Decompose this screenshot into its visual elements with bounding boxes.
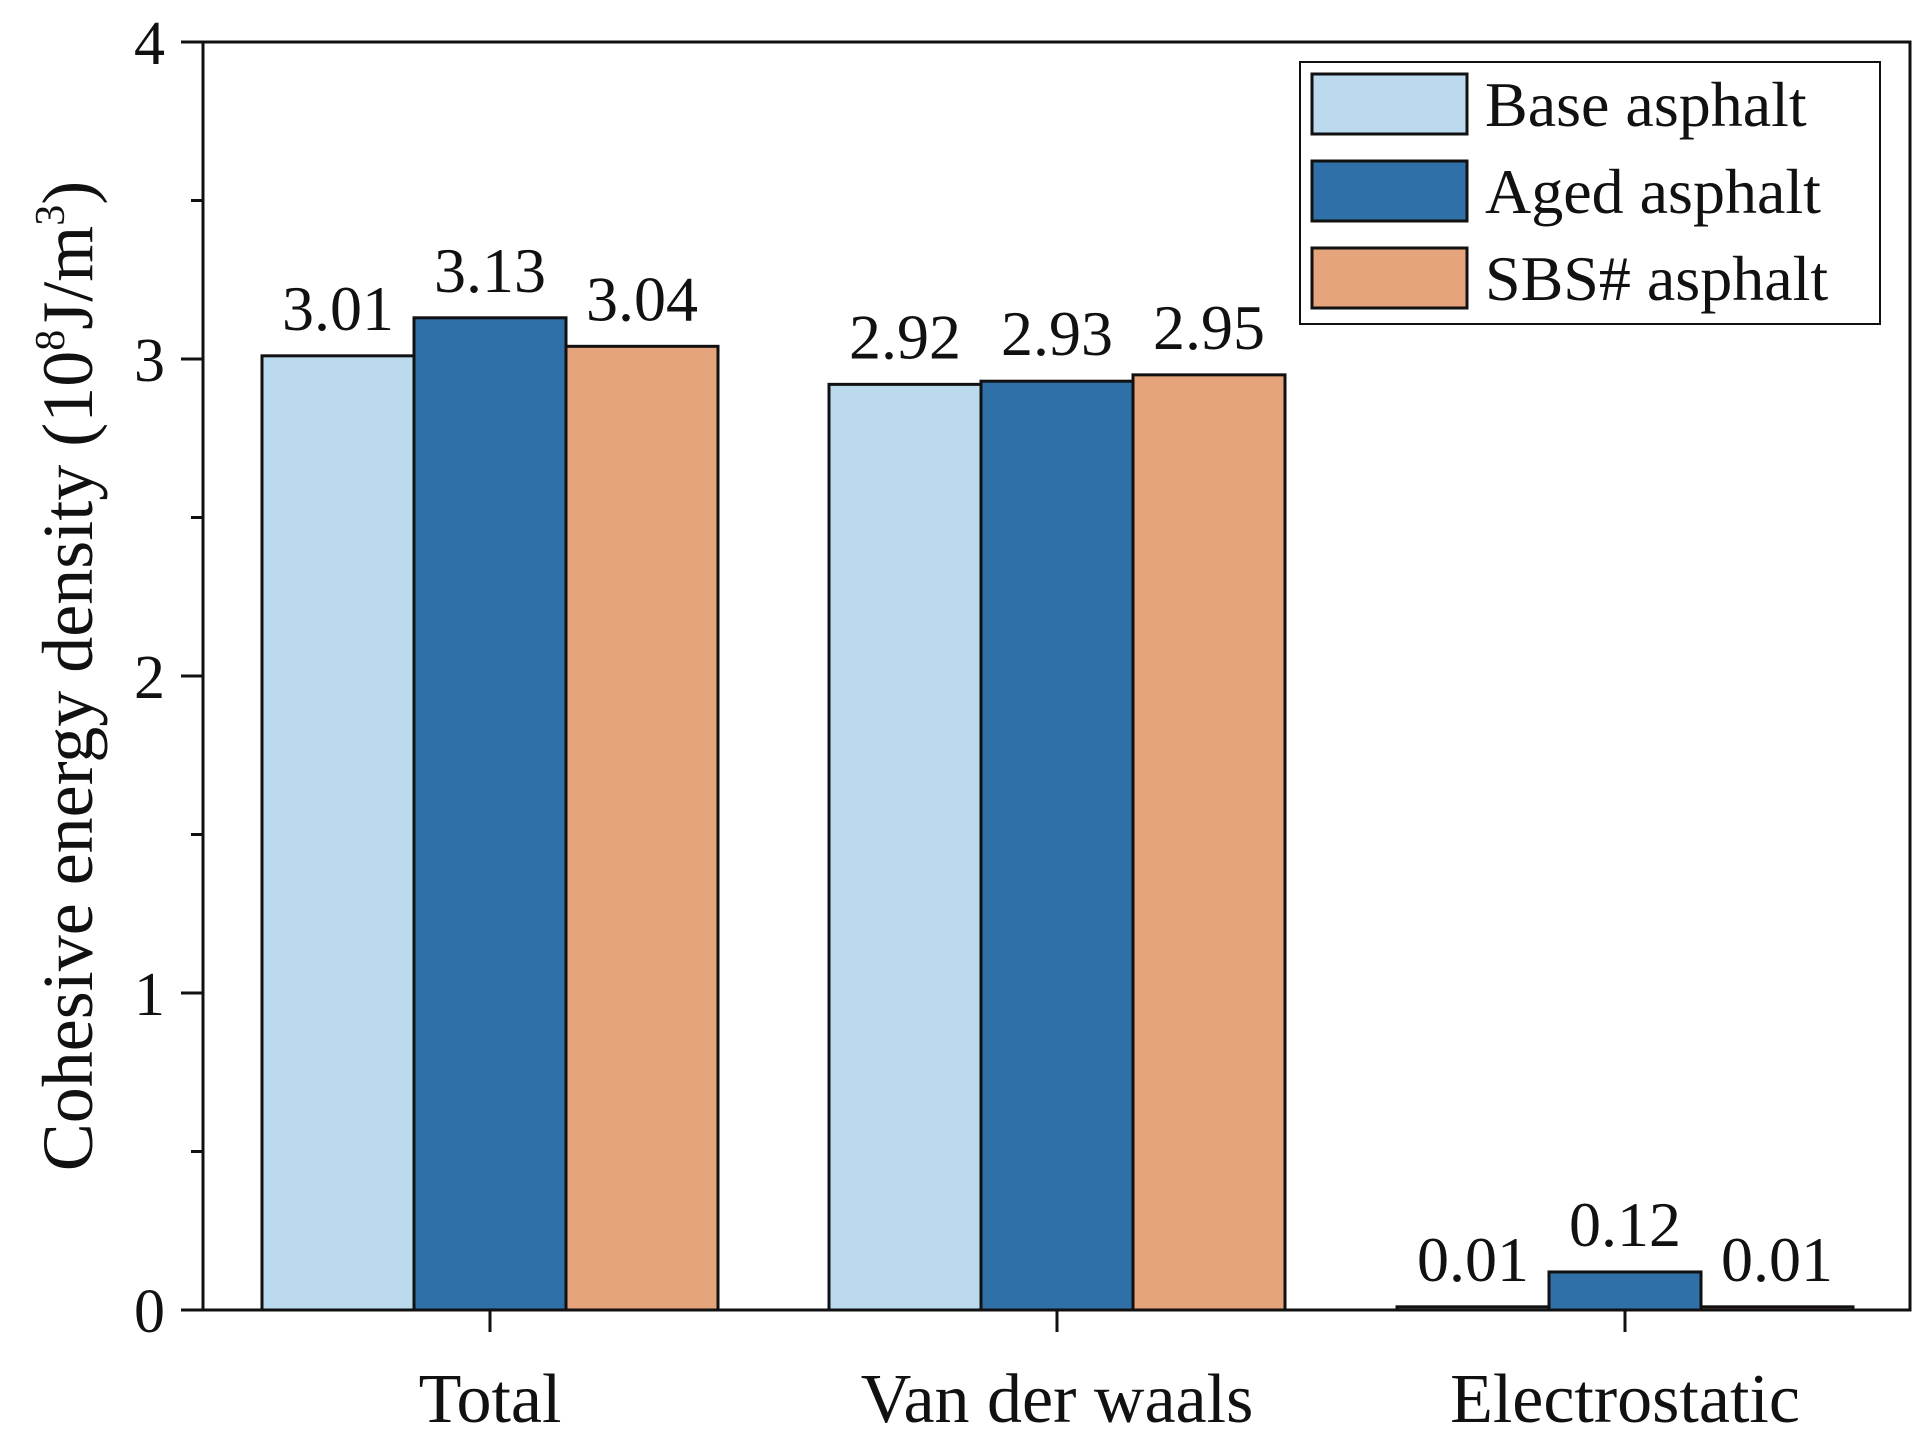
y-tick-label: 0 <box>134 1278 165 1346</box>
y-tick-label: 4 <box>134 10 165 78</box>
legend-label: Base asphalt <box>1485 69 1807 140</box>
bars-layer <box>260 316 1855 1312</box>
bar-sbs-asphalt-van-der-waals <box>1131 373 1287 1312</box>
bar-sbs-asphalt-total <box>564 344 720 1312</box>
data-label: 3.13 <box>434 235 546 306</box>
y-tick-label: 3 <box>134 327 165 395</box>
y-axis-title-unit: J/m <box>28 226 108 330</box>
x-tick-label: Van der waals <box>861 1361 1254 1430</box>
legend-swatch <box>1310 246 1469 310</box>
legend: Base asphalt Aged asphalt SBS# asphalt <box>1299 61 1881 325</box>
y-axis-title-exponent-2: 3 <box>28 205 74 226</box>
bar-aged-asphalt-electrostatic <box>1547 1270 1703 1312</box>
bar-aged-asphalt-van-der-waals <box>979 379 1135 1312</box>
bar-base-asphalt-total <box>260 354 416 1312</box>
data-label: 2.92 <box>849 301 961 372</box>
bar-base-asphalt-van-der-waals <box>827 382 983 1312</box>
y-axis-title-exponent-1: 8 <box>28 330 74 351</box>
legend-label: Aged asphalt <box>1485 156 1821 227</box>
y-tick-label: 1 <box>134 961 165 1029</box>
data-label: 0.12 <box>1569 1189 1681 1260</box>
legend-swatch <box>1310 159 1469 223</box>
x-tick-label: Total <box>419 1361 562 1430</box>
legend-label: SBS# asphalt <box>1485 243 1828 314</box>
data-labels-layer: 3.01 3.13 3.04 2.92 2.93 2.95 0.01 0.12 0.01 <box>282 235 1833 1295</box>
y-axis-title: Cohesive energy density (108J/m3) <box>28 181 108 1172</box>
axis-layer: Total Van der waals Electrostatic 0 1 2 3 4 <box>134 10 1800 1435</box>
y-axis-title-prefix: Cohesive energy density (10 <box>28 351 108 1172</box>
data-label: 2.93 <box>1001 298 1113 369</box>
data-label: 0.01 <box>1721 1224 1833 1295</box>
data-label: 0.01 <box>1417 1224 1529 1295</box>
data-label: 3.01 <box>282 273 394 344</box>
data-label: 2.95 <box>1153 292 1265 363</box>
y-tick-label: 2 <box>134 644 165 712</box>
legend-swatch <box>1310 72 1469 136</box>
data-label: 3.04 <box>586 263 698 334</box>
y-axis-title-suffix: ) <box>28 181 108 205</box>
bar-aged-asphalt-total <box>412 316 568 1312</box>
x-tick-label: Electrostatic <box>1450 1361 1800 1430</box>
